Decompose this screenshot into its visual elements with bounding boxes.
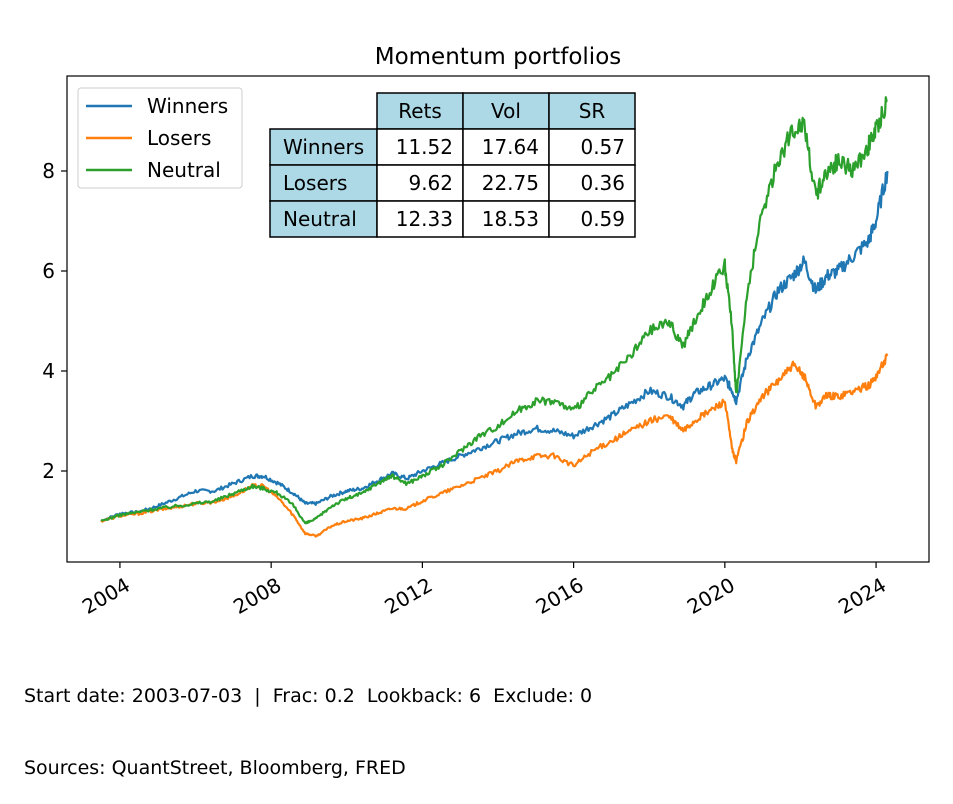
stats-winners-vol: 17.64 bbox=[482, 135, 539, 159]
x-tick-label: 2012 bbox=[380, 573, 436, 619]
stats-losers-rets: 9.62 bbox=[408, 171, 453, 195]
chart-footer: Start date: 2003-07-03 | Frac: 0.2 Lookb… bbox=[24, 636, 592, 804]
y-tick-label: 8 bbox=[42, 159, 55, 183]
stats-col-vol: Vol bbox=[491, 99, 521, 123]
momentum-chart: Momentum portfolios 2 4 6 8 2004 2008 2012 2016… bbox=[0, 0, 953, 686]
stats-table: Rets Vol SR Winners 11.52 17.64 0.57 Los… bbox=[270, 93, 635, 237]
chart-title: Momentum portfolios bbox=[375, 44, 622, 70]
stats-neutral-sr: 0.59 bbox=[580, 207, 625, 231]
legend-label-losers: Losers bbox=[147, 126, 211, 150]
footer-sources: Sources: QuantStreet, Bloomberg, FRED bbox=[24, 756, 592, 780]
legend: Winners Losers Neutral bbox=[78, 88, 242, 188]
stats-row-label-losers: Losers bbox=[283, 171, 347, 195]
stats-row-label-neutral: Neutral bbox=[283, 207, 357, 231]
x-tick-label: 2016 bbox=[532, 573, 588, 619]
y-tick-label: 2 bbox=[42, 459, 55, 483]
x-tick-label: 2004 bbox=[78, 573, 134, 619]
stats-neutral-vol: 18.53 bbox=[482, 207, 539, 231]
x-tick-label: 2024 bbox=[834, 573, 890, 619]
x-tick-label: 2008 bbox=[229, 573, 285, 619]
stats-col-sr: SR bbox=[579, 99, 606, 123]
stats-neutral-rets: 12.33 bbox=[396, 207, 453, 231]
x-tick-label: 2020 bbox=[683, 573, 739, 619]
legend-label-neutral: Neutral bbox=[147, 158, 221, 182]
stats-losers-sr: 0.36 bbox=[580, 171, 625, 195]
legend-label-winners: Winners bbox=[147, 94, 228, 118]
stats-row-label-winners: Winners bbox=[283, 135, 364, 159]
y-tick-label: 6 bbox=[42, 259, 55, 283]
stats-col-rets: Rets bbox=[398, 99, 442, 123]
stats-losers-vol: 22.75 bbox=[482, 171, 539, 195]
footer-params: Start date: 2003-07-03 | Frac: 0.2 Lookb… bbox=[24, 684, 592, 708]
stats-winners-sr: 0.57 bbox=[580, 135, 625, 159]
series-line-losers bbox=[101, 354, 887, 536]
stats-winners-rets: 11.52 bbox=[396, 135, 453, 159]
y-tick-label: 4 bbox=[42, 359, 55, 383]
